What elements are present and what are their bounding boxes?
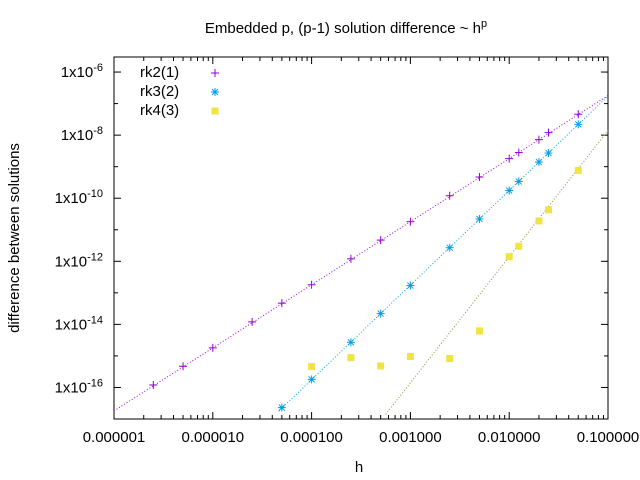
- y-tick-label: 1x10-16: [55, 377, 103, 396]
- point-rk32: [534, 158, 543, 167]
- x-tick-label: 0.100000: [577, 429, 640, 446]
- point-rk43: [515, 242, 523, 250]
- point-rk32: [277, 403, 286, 412]
- x-axis: 0.000001 0.000010 0.000100 0.001000 0.010000…: [83, 57, 640, 446]
- point-rk21: [307, 280, 316, 289]
- point-rk43: [377, 362, 385, 370]
- point-rk21: [208, 343, 217, 352]
- point-rk21: [505, 154, 514, 163]
- point-rk21: [514, 148, 523, 157]
- y-tick-label: 1x10-12: [55, 251, 103, 270]
- chart-title-superscript: p: [481, 18, 487, 30]
- y-tick-label: 1x10-6: [61, 62, 103, 81]
- fit-line-rk43: [385, 130, 609, 415]
- fit-line-rk32: [278, 95, 609, 412]
- point-rk21: [346, 254, 355, 263]
- legend-marker-rk21: [211, 69, 219, 77]
- point-rk21: [445, 191, 454, 200]
- legend-label-rk32: rk3(2): [140, 83, 179, 100]
- point-rk21: [534, 135, 543, 144]
- point-rk43: [535, 217, 543, 225]
- point-rk21: [179, 362, 188, 371]
- point-rk21: [475, 173, 484, 182]
- point-rk32: [406, 281, 415, 290]
- y-tick-label: 1x10-10: [55, 188, 103, 207]
- point-rk32: [445, 243, 454, 252]
- legend-marker-rk32: [211, 88, 219, 96]
- point-rk32: [376, 309, 385, 318]
- chart-title: Embedded p, (p-1) solution difference ~ …: [205, 18, 487, 37]
- point-rk32: [475, 214, 484, 223]
- legend-marker-rk43: [211, 107, 219, 115]
- x-tick-label: 0.000010: [182, 429, 245, 446]
- point-rk32: [346, 338, 355, 347]
- point-rk43: [505, 253, 513, 261]
- point-rk43: [347, 354, 355, 362]
- legend-label-rk21: rk2(1): [140, 64, 179, 81]
- y-axis: 1x10-16 1x10-14 1x10-12 1x10-10 1x10-8 1x10-6: [55, 62, 608, 420]
- x-tick-label: 0.010000: [478, 429, 541, 446]
- x-axis-label: h: [355, 459, 363, 476]
- y-axis-label: difference between solutions: [6, 143, 23, 333]
- point-rk21: [277, 299, 286, 308]
- legend: rk2(1) rk3(2) rk4(3): [140, 64, 219, 119]
- plot-frame: [113, 56, 609, 420]
- point-rk32: [544, 149, 553, 158]
- point-rk21: [544, 128, 553, 137]
- point-rk43: [308, 363, 316, 371]
- x-tick-label: 0.000100: [280, 429, 343, 446]
- point-rk43: [446, 354, 454, 362]
- y-tick-label: 1x10-14: [55, 314, 103, 333]
- data-points: [149, 110, 583, 412]
- point-rk32: [574, 120, 583, 129]
- point-rk21: [574, 110, 583, 119]
- y-tick-label: 1x10-8: [61, 125, 103, 144]
- fit-lines: [113, 95, 609, 415]
- x-tick-label: 0.000001: [83, 429, 146, 446]
- legend-label-rk43: rk4(3): [140, 102, 179, 119]
- point-rk32: [307, 375, 316, 384]
- fit-line-rk21: [113, 95, 609, 412]
- point-rk21: [149, 380, 158, 389]
- point-rk32: [505, 186, 514, 195]
- point-rk43: [475, 327, 483, 335]
- point-rk43: [406, 352, 414, 360]
- point-rk43: [545, 206, 553, 214]
- point-rk43: [574, 166, 582, 174]
- point-rk32: [514, 177, 523, 186]
- point-rk21: [376, 236, 385, 245]
- point-rk21: [406, 217, 415, 226]
- point-rk21: [248, 317, 257, 326]
- x-tick-label: 0.001000: [379, 429, 442, 446]
